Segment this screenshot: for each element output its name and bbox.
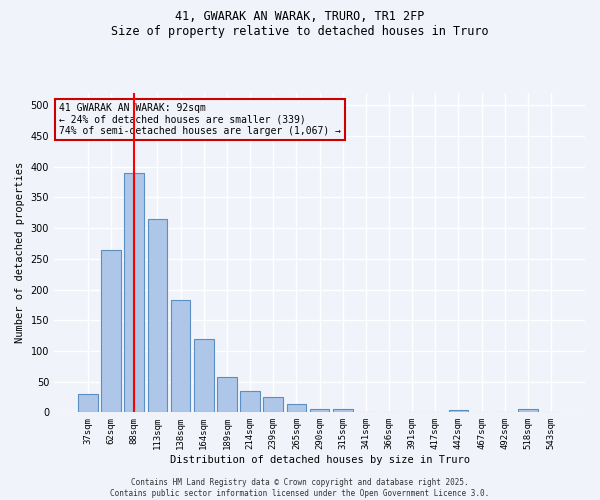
Bar <box>78 394 98 412</box>
Bar <box>101 250 121 412</box>
Bar <box>518 410 538 412</box>
Bar <box>333 410 353 412</box>
Bar <box>263 397 283 412</box>
Bar <box>171 300 190 412</box>
Bar <box>310 408 329 412</box>
Bar <box>148 219 167 412</box>
Bar <box>240 392 260 412</box>
Bar <box>124 173 144 412</box>
Bar <box>287 404 306 412</box>
X-axis label: Distribution of detached houses by size in Truro: Distribution of detached houses by size … <box>170 455 470 465</box>
Y-axis label: Number of detached properties: Number of detached properties <box>15 162 25 344</box>
Bar <box>449 410 468 412</box>
Text: 41 GWARAK AN WARAK: 92sqm
← 24% of detached houses are smaller (339)
74% of semi: 41 GWARAK AN WARAK: 92sqm ← 24% of detac… <box>59 102 341 136</box>
Bar <box>217 376 237 412</box>
Text: Contains HM Land Registry data © Crown copyright and database right 2025.
Contai: Contains HM Land Registry data © Crown c… <box>110 478 490 498</box>
Bar <box>194 338 214 412</box>
Text: 41, GWARAK AN WARAK, TRURO, TR1 2FP
Size of property relative to detached houses: 41, GWARAK AN WARAK, TRURO, TR1 2FP Size… <box>111 10 489 38</box>
